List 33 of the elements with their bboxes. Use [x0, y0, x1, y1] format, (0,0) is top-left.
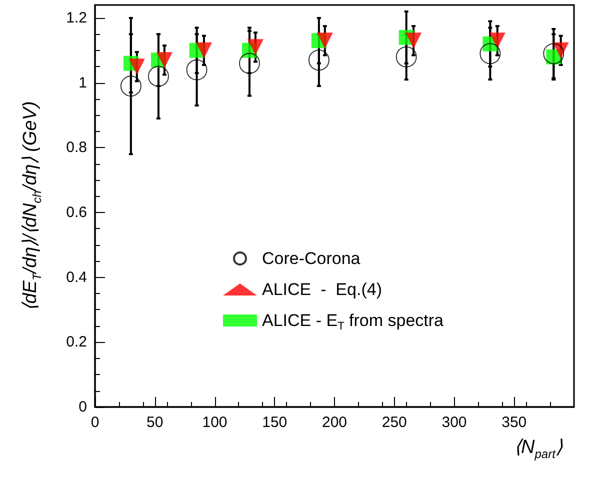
y-tick-label: 1.2	[66, 9, 87, 26]
x-tick-label: 250	[382, 414, 407, 431]
y-tick-label: 0.4	[66, 268, 87, 286]
legend-label: ALICE - Eq.(4)	[262, 280, 382, 299]
point	[406, 32, 422, 49]
point	[480, 43, 501, 64]
point	[120, 76, 142, 97]
point	[308, 50, 330, 71]
y-tick-label: 0.8	[66, 139, 87, 156]
point	[156, 52, 172, 68]
x-tick-label: 200	[322, 414, 348, 431]
point	[489, 32, 506, 49]
x-tick-label: 50	[146, 414, 164, 431]
y-tick-label: 1	[78, 74, 87, 92]
y-axis-title: ⟨dET/dη⟩/⟨dNch/dη⟩ (GeV)	[20, 101, 44, 311]
point	[186, 59, 208, 80]
x-tick-label: 350	[502, 414, 527, 431]
point	[316, 32, 333, 49]
point	[128, 58, 145, 75]
x-tick-label: 300	[442, 414, 467, 431]
point	[239, 52, 260, 74]
y-tick-label: 0.2	[66, 334, 87, 351]
legend-label: Core-Corona	[262, 249, 361, 268]
x-tick-label: 0	[90, 414, 100, 431]
y-tick-label: 0.6	[66, 204, 87, 221]
point	[247, 39, 264, 56]
x-tick-label: 150	[262, 414, 288, 431]
point	[196, 42, 212, 58]
x-tick-label: 100	[202, 414, 228, 431]
point	[148, 66, 169, 87]
y-tick-label: 0	[78, 398, 87, 416]
point	[543, 43, 564, 64]
point	[396, 46, 417, 68]
